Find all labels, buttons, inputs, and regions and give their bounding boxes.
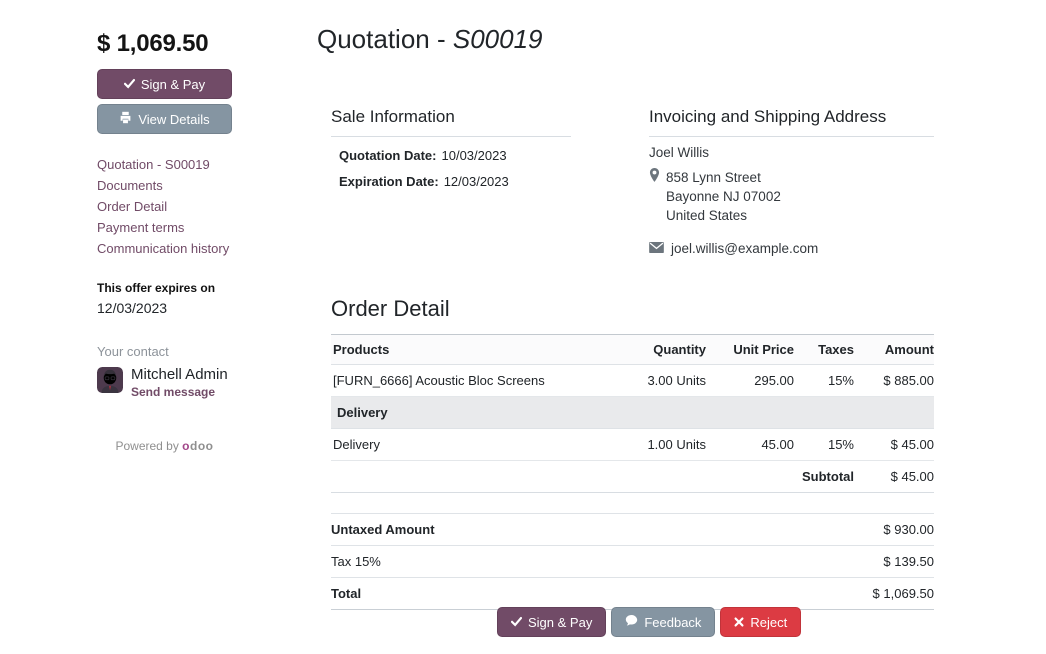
footer-actions: Sign & Pay Feedback Reject: [497, 607, 802, 637]
odoo-logo[interactable]: odoo: [182, 439, 214, 453]
sale-information-heading: Sale Information: [331, 107, 571, 137]
sidebar-item-order-detail[interactable]: Order Detail: [97, 199, 168, 214]
expiration-date-value: 12/03/2023: [443, 174, 509, 189]
offer-expiry: This offer expires on 12/03/2023: [97, 281, 232, 316]
address-street: 858 Lynn Street: [666, 170, 761, 185]
untaxed-amount-value: $ 930.00: [709, 513, 934, 546]
info-columns: Sale Information Quotation Date: 10/03/20…: [331, 107, 934, 256]
col-header-amount: Amount: [854, 334, 934, 365]
view-details-button[interactable]: View Details: [97, 104, 232, 134]
sidebar-item-payment-terms[interactable]: Payment terms: [97, 220, 185, 235]
address-lines: 858 Lynn Street Bayonne NJ 07002 United …: [666, 168, 781, 225]
contact-info: Mitchell Admin Send message: [131, 366, 228, 400]
totals-table: Untaxed Amount $ 930.00 Tax 15% $ 139.50…: [331, 513, 934, 610]
total-value: $ 1,069.50: [709, 577, 934, 610]
cell-product: Delivery: [331, 428, 611, 461]
col-header-taxes: Taxes: [794, 334, 854, 365]
subtotal-row: Subtotal $ 45.00: [331, 460, 934, 493]
sign-pay-label: Sign & Pay: [140, 76, 206, 92]
check-icon: [123, 77, 135, 92]
x-icon: [734, 615, 744, 630]
offer-expiry-date: 12/03/2023: [97, 300, 168, 316]
total-label: Total: [331, 577, 710, 610]
order-line-row: [FURN_6666] Acoustic Bloc Screens 3.00 U…: [331, 364, 934, 397]
cell-product: [FURN_6666] Acoustic Bloc Screens: [331, 364, 611, 397]
order-line-row: Delivery 1.00 Units 45.00 15% $ 45.00: [331, 428, 934, 461]
order-detail-section: Order Detail Products Quantity Unit Pric…: [331, 296, 934, 610]
expiration-date-label: Expiration Date:: [339, 174, 439, 189]
sidebar-item-communication-history[interactable]: Communication history: [97, 241, 230, 256]
tax-row: Tax 15% $ 139.50: [331, 545, 934, 578]
cell-taxes: 15%: [794, 364, 854, 397]
col-header-unit-price: Unit Price: [706, 334, 794, 365]
table-header-row: Products Quantity Unit Price Taxes Amoun…: [331, 334, 934, 365]
check-icon: [510, 615, 523, 630]
col-header-quantity: Quantity: [611, 334, 706, 365]
reject-label: Reject: [750, 614, 788, 630]
address-country: United States: [666, 208, 748, 223]
section-label: Delivery: [331, 396, 934, 429]
cell-quantity: 1.00 Units: [611, 428, 706, 461]
feedback-label: Feedback: [644, 614, 702, 630]
tax-value: $ 139.50: [709, 545, 934, 578]
sidebar: $ 1,069.50 Sign & Pay View Details Quota…: [97, 30, 232, 453]
send-message-link[interactable]: Send message: [131, 385, 216, 399]
view-details-label: View Details: [138, 111, 210, 127]
your-contact-label: Your contact: [97, 344, 169, 359]
sidebar-item-documents[interactable]: Documents: [97, 178, 163, 193]
quotation-date-row: Quotation Date: 10/03/2023: [331, 148, 571, 163]
cell-amount: $ 885.00: [854, 364, 934, 397]
powered-by-text: Powered by: [115, 439, 183, 453]
contact-name: Mitchell Admin: [131, 366, 228, 383]
sale-information-section: Sale Information Quotation Date: 10/03/20…: [331, 107, 571, 256]
envelope-icon: [649, 241, 664, 256]
email-row: joel.willis@example.com: [649, 241, 934, 256]
feedback-button[interactable]: Feedback: [611, 607, 716, 637]
footer-sign-pay-button[interactable]: Sign & Pay: [497, 607, 607, 637]
customer-email: joel.willis@example.com: [671, 241, 819, 256]
speech-bubble-icon: [625, 614, 638, 630]
address-city: Bayonne NJ 07002: [666, 189, 781, 204]
contact-card: Mitchell Admin Send message: [97, 367, 232, 399]
cell-amount: $ 45.00: [854, 428, 934, 461]
total-amount: $ 1,069.50: [97, 30, 209, 57]
quotation-date-label: Quotation Date:: [339, 148, 437, 163]
printer-icon: [119, 111, 132, 127]
offer-expiry-label: This offer expires on: [97, 281, 216, 295]
invoicing-shipping-heading: Invoicing and Shipping Address: [649, 107, 934, 137]
col-header-products: Products: [331, 334, 611, 365]
subtotal-label: Subtotal: [331, 460, 854, 493]
reject-button[interactable]: Reject: [720, 607, 802, 637]
page-title: Quotation - S00019: [317, 24, 543, 54]
section-row-delivery: Delivery: [331, 396, 934, 429]
quotation-reference: S00019: [452, 24, 543, 54]
customer-name: Joel Willis: [649, 145, 710, 160]
order-detail-heading: Order Detail: [331, 296, 450, 321]
cell-taxes: 15%: [794, 428, 854, 461]
untaxed-amount-row: Untaxed Amount $ 930.00: [331, 513, 934, 546]
expiration-date-row: Expiration Date: 12/03/2023: [331, 174, 571, 189]
avatar: [97, 367, 123, 393]
total-row: Total $ 1,069.50: [331, 577, 934, 610]
postal-address: 858 Lynn Street Bayonne NJ 07002 United …: [649, 168, 934, 225]
powered-by: Powered by odoo: [97, 439, 232, 453]
tax-label: Tax 15%: [331, 545, 710, 578]
cell-unit-price: 295.00: [706, 364, 794, 397]
sign-pay-button[interactable]: Sign & Pay: [97, 69, 232, 99]
quotation-date-value: 10/03/2023: [441, 148, 507, 163]
invoicing-shipping-section: Invoicing and Shipping Address Joel Will…: [649, 107, 934, 256]
cell-unit-price: 45.00: [706, 428, 794, 461]
cell-quantity: 3.00 Units: [611, 364, 706, 397]
order-lines-table: Products Quantity Unit Price Taxes Amoun…: [331, 334, 934, 493]
subtotal-value: $ 45.00: [854, 460, 934, 493]
main-content: Quotation - S00019 Sale Information Quot…: [317, 24, 934, 610]
location-pin-icon: [649, 168, 660, 225]
footer-sign-pay-label: Sign & Pay: [528, 614, 593, 630]
sidebar-nav: Quotation - S00019 Documents Order Detai…: [97, 157, 232, 256]
sidebar-item-quotation[interactable]: Quotation - S00019: [97, 157, 210, 172]
untaxed-amount-label: Untaxed Amount: [331, 513, 710, 546]
